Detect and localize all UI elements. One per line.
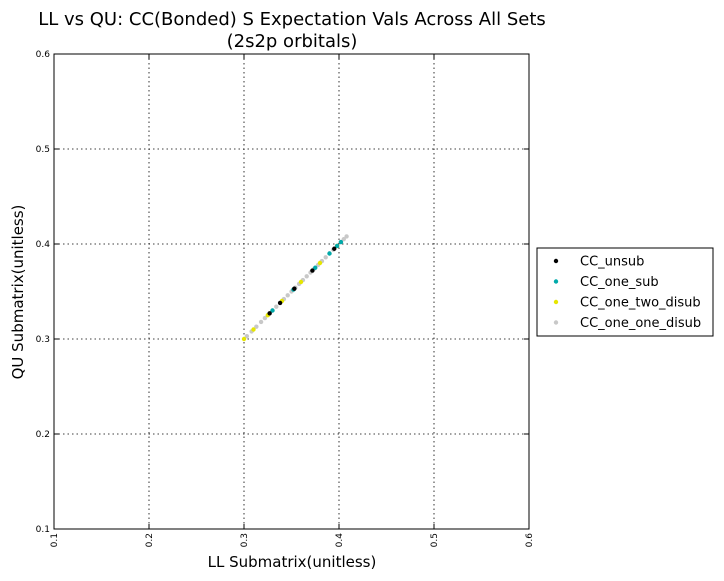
legend-marker-CC_one_two_disub [553, 299, 559, 305]
y-tick-label: 0.3 [36, 335, 50, 345]
data-point-CC_unsub [332, 246, 337, 251]
data-point-CC_unsub [292, 286, 297, 291]
x-tick-label: 0.2 [145, 533, 155, 547]
chart-title-line-1: LL vs QU: CC(Bonded) S Expectation Vals … [38, 9, 546, 30]
data-point-CC_unsub [310, 268, 315, 273]
x-tick-label: 0.6 [525, 533, 535, 548]
data-points [241, 234, 349, 342]
legend-marker-CC_unsub [553, 258, 559, 264]
data-point-CC_one_one_disub [341, 237, 346, 242]
y-tick-label: 0.6 [36, 50, 51, 60]
data-point-CC_unsub [277, 300, 283, 306]
y-tick-label: 0.5 [36, 145, 50, 155]
y-axis-label: QU Submatrix(unitless) [9, 205, 27, 380]
data-point-CC_unsub [267, 311, 272, 316]
chart-title: LL vs QU: CC(Bonded) S Expectation Vals … [38, 9, 546, 52]
data-point-CC_one_sub [313, 265, 318, 270]
legend-box [536, 247, 714, 337]
axis-ticks: 0.1 0.2 0.3 0.4 0.5 0.6 0.1 0.2 0.3 0.4 0.5 0.6 [36, 50, 535, 547]
y-tick-label: 0.1 [36, 525, 50, 535]
data-point-CC_one_sub [270, 308, 275, 313]
data-point-CC_one_one_disub [258, 319, 264, 325]
data-point-CC_one_two_disub [251, 327, 256, 332]
data-point-CC_one_sub [338, 239, 344, 245]
x-tick-label: 0.1 [50, 533, 60, 547]
x-tick-label: 0.4 [335, 533, 345, 548]
legend: CC_unsub CC_one_sub CC_one_two_disub CC_one… [536, 247, 714, 337]
legend-label-CC_one_two_disub: CC_one_two_disub [580, 296, 701, 311]
data-point-CC_one_sub [327, 251, 332, 256]
legend-label-CC_unsub: CC_unsub [580, 255, 644, 270]
data-point-CC_one_one_disub [285, 293, 290, 298]
x-axis-label: LL Submatrix(unitless) [208, 553, 377, 571]
y-tick-label: 0.4 [36, 240, 51, 250]
x-tick-label: 0.3 [240, 533, 250, 547]
y-tick-label: 0.2 [36, 430, 50, 440]
data-point-CC_one_one_disub [274, 304, 279, 309]
x-tick-label: 0.5 [430, 533, 440, 547]
data-point-CC_one_one_disub [304, 274, 309, 279]
data-point-CC_one_one_disub [254, 324, 259, 329]
data-point-CC_one_one_disub [323, 255, 328, 260]
data-point-CC_one_one_disub [262, 315, 268, 321]
data-point-CC_one_one_disub [244, 333, 250, 339]
legend-marker-CC_one_sub [553, 279, 559, 284]
data-point-CC_one_sub [334, 243, 340, 249]
data-point-CC_one_two_disub [317, 260, 323, 266]
legend-marker-CC_one_one_disub [553, 320, 559, 325]
data-point-CC_one_one_disub [344, 234, 349, 239]
data-point-CC_one_two_disub [298, 279, 304, 285]
legend-label-CC_one_sub: CC_one_sub [580, 275, 659, 290]
chart-title-line-2: (2s2p orbitals) [227, 31, 358, 52]
data-point-CC_one_two_disub [241, 336, 247, 342]
legend-label-CC_one_one_disub: CC_one_one_disub [580, 316, 701, 331]
plot-area-frame [53, 53, 530, 530]
